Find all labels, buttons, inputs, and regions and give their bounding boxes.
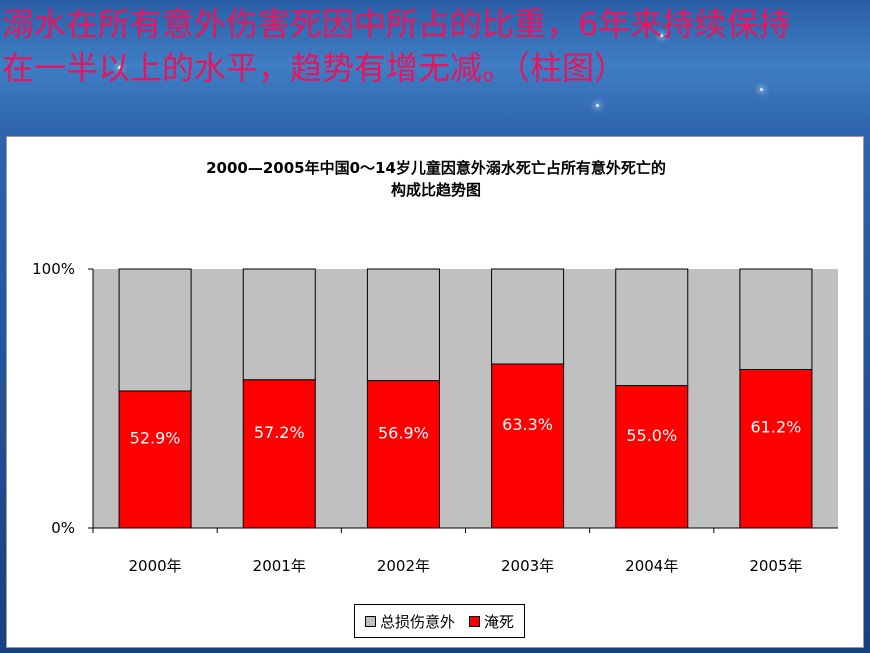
x-tick-label: 2000年: [128, 557, 181, 575]
chart-title: 2000—2005年中国0～14岁儿童因意外溺水死亡占所有意外死亡的 构成比趋势…: [7, 157, 865, 201]
bar-other: [366, 268, 440, 382]
legend-label-drowning: 淹死: [484, 612, 515, 631]
bar-drowning: [739, 368, 813, 529]
y-tick-label: 100%: [32, 260, 75, 278]
data-label: 52.9%: [130, 428, 181, 447]
x-tick-label: 2005年: [749, 557, 802, 575]
data-label: 63.3%: [502, 415, 553, 434]
sparkle: [118, 66, 121, 69]
x-tick-label: 2003年: [501, 557, 554, 575]
bar-drowning: [242, 379, 316, 529]
chart-title-line-2: 构成比趋势图: [390, 181, 481, 199]
bar-chart: 0% 100% 52.9% 2000年 57.2% 2001年 56.9% 2002年 63.3…: [32, 260, 838, 575]
chart-panel: 2000—2005年中国0～14岁儿童因意外溺水死亡占所有意外死亡的 构成比趋势…: [6, 136, 864, 648]
bar-drowning: [615, 385, 689, 529]
bar-other: [118, 268, 192, 392]
bar-other: [739, 268, 813, 370]
x-tick-label: 2002年: [377, 557, 430, 575]
legend-item-drowning: 淹死: [469, 611, 514, 632]
sparkle: [596, 104, 599, 107]
plot-area: [93, 269, 838, 528]
legend-swatch-other: [365, 615, 376, 627]
bar-drowning: [491, 363, 565, 529]
data-label: 57.2%: [254, 423, 305, 442]
sparkle: [660, 34, 663, 37]
data-label: 56.9%: [378, 423, 429, 442]
legend-item-other: 总损伤意外: [365, 611, 455, 632]
data-label: 55.0%: [626, 426, 677, 445]
chart-title-line-1: 2000—2005年中国0～14岁儿童因意外溺水死亡占所有意外死亡的: [206, 159, 666, 177]
chart-legend: 总损伤意外 淹死: [354, 604, 526, 638]
slide-heading: 溺水在所有意外伤害死因中所占的比重，6年来持续保持在一半以上的水平，趋势有增无减…: [2, 5, 791, 87]
sparkle: [760, 88, 763, 91]
legend-swatch-drowning: [469, 615, 481, 627]
bar-other: [491, 268, 565, 365]
bar-other: [615, 268, 689, 387]
bar-drowning: [366, 380, 440, 529]
y-tick-label: 0%: [51, 519, 75, 537]
x-tick-label: 2004年: [625, 557, 678, 575]
legend-label-other: 总损伤意外: [380, 612, 456, 631]
bar-drowning: [118, 390, 192, 529]
bar-other: [242, 268, 316, 381]
x-tick-label: 2001年: [253, 557, 306, 575]
data-label: 61.2%: [751, 418, 802, 437]
